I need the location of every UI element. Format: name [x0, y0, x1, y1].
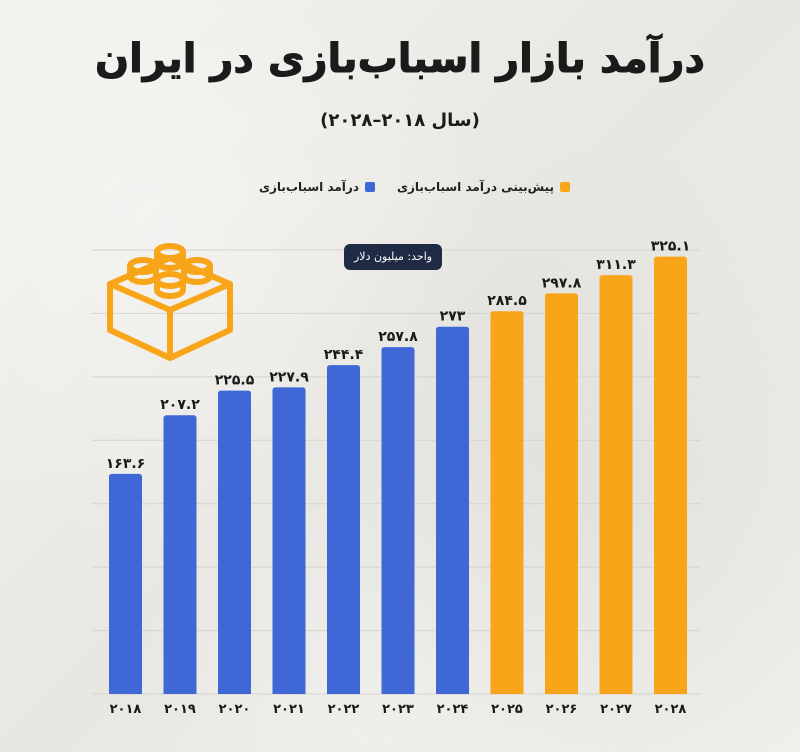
bar-value-label-7: ۲۸۴.۵ [487, 293, 527, 309]
bar-6 [436, 326, 469, 694]
bar-10 [654, 256, 687, 694]
legend-swatch-actual [364, 182, 375, 192]
page-title: درآمد بازار اسباب‌بازی در ایران [95, 36, 706, 83]
bar-1 [163, 415, 197, 694]
legend-swatch-forecast [560, 182, 570, 192]
bar-value-label-3: ۲۲۷.۹ [269, 369, 309, 385]
bar-4 [327, 365, 360, 694]
value-labels: ۱۶۳.۶ ۲۰۷.۲ ۲۲۵.۵ ۲۲۷.۹ ۲۴۴.۴ ۲۵۷.۸ ۲۷۳ ۲۸۴.۵ ۲۹… [106, 239, 691, 472]
bar-value-label-8: ۲۹۷.۸ [542, 275, 582, 291]
bar-5 [381, 347, 415, 694]
page-subtitle: (سال ۲۰۱۸–۲۰۲۸) [320, 110, 480, 131]
x-tick-label-7: ۲۰۲۵ [491, 702, 523, 717]
x-tick-label-8: ۲۰۲۶ [546, 702, 578, 717]
bar-0 [109, 473, 142, 694]
x-tick-label-5: ۲۰۲۳ [382, 702, 414, 717]
bar-2 [218, 390, 251, 694]
bar-value-label-6: ۲۷۳ [440, 309, 466, 325]
bar-3 [272, 387, 306, 694]
legend-item-actual: درآمد اسباب‌بازی [259, 180, 375, 194]
bar-value-label-4: ۲۴۴.۴ [324, 347, 364, 363]
x-tick-label-0: ۲۰۱۸ [110, 702, 142, 717]
x-tick-label-4: ۲۰۲۲ [328, 702, 360, 717]
x-tick-label-2: ۲۰۲۰ [219, 702, 251, 717]
x-tick-label-9: ۲۰۲۷ [600, 702, 632, 717]
x-axis-ticks: ۲۰۱۸ ۲۰۱۹ ۲۰۲۰ ۲۰۲۱ ۲۰۲۲ ۲۰۲۳ ۲۰۲۴ ۲۰۲۵ ۲۰۲۶ ۲۰۲۷… [110, 702, 687, 717]
bar-value-label-0: ۱۶۳.۶ [106, 456, 146, 472]
bar-value-label-1: ۲۰۷.۲ [160, 397, 200, 413]
legend-label-actual: درآمد اسباب‌بازی [258, 180, 359, 194]
bar-value-label-10: ۳۲۵.۱ [651, 239, 691, 255]
chart-legend: درآمد اسباب‌بازی پیش‌بینی درآمد اسباب‌با… [259, 180, 570, 194]
legend-item-forecast: پیش‌بینی درآمد اسباب‌بازی [397, 180, 570, 194]
bar-9 [599, 275, 633, 694]
bar-value-label-2: ۲۲۵.۵ [215, 373, 255, 389]
unit-badge: واحد: میلیون دلار [344, 244, 443, 270]
x-tick-label-3: ۲۰۲۱ [273, 702, 305, 717]
legend-label-forecast: پیش‌بینی درآمد اسباب‌بازی [396, 180, 554, 194]
bar-value-label-5: ۲۵۷.۸ [378, 329, 418, 345]
x-tick-label-6: ۲۰۲۴ [437, 702, 469, 717]
bar-7 [490, 311, 524, 694]
x-tick-label-1: ۲۰۱۹ [164, 702, 196, 717]
x-tick-label-10: ۲۰۲۸ [655, 702, 687, 717]
bars [109, 256, 687, 694]
lego-brick-icon [107, 243, 233, 361]
bar-8 [545, 293, 578, 694]
bar-value-label-9: ۳۱۱.۳ [596, 257, 636, 273]
